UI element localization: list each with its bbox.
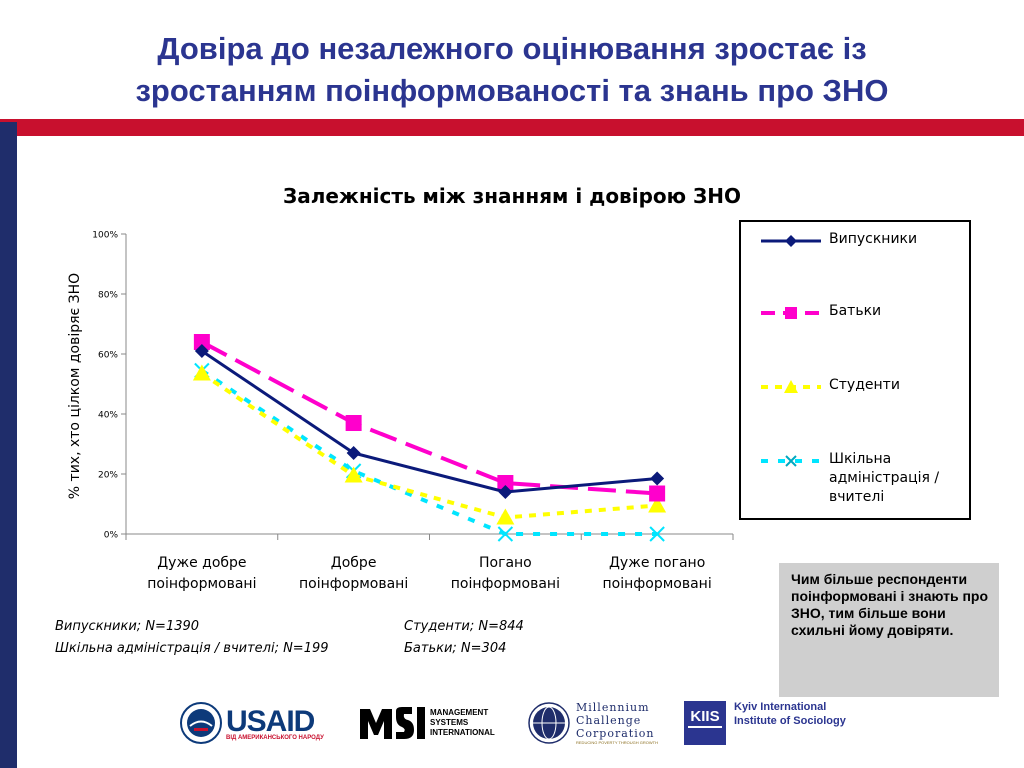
y-tick-label: 40%	[98, 411, 118, 421]
x-tick-label: поінформовані	[603, 576, 712, 592]
msi-mark-icon	[360, 707, 425, 739]
data-point-series-2	[344, 466, 363, 483]
x-tick-label: Дуже добре	[157, 555, 246, 571]
legend-swatch-icon	[761, 307, 821, 319]
kiis-mark-text: KIIS	[690, 708, 719, 725]
legend-label-0: Випускники	[829, 231, 918, 247]
conclusion-callout: Чим більше респонденти поінформовані і з…	[779, 563, 999, 697]
data-point-series-1	[497, 475, 514, 491]
mcc-line-1: Millennium	[576, 701, 650, 714]
usaid-logo: USAID ВІД АМЕРИКАНСЬКОГО НАРОДУ	[180, 697, 324, 749]
y-tick-label: 80%	[98, 291, 118, 301]
kiis-logo: KIIS Kyiv International Institute of Soc…	[684, 697, 846, 749]
msi-line-1: MANAGEMENT	[430, 708, 489, 717]
data-point-series-1	[193, 334, 210, 350]
data-point-series-0	[650, 471, 665, 486]
sample-note-students: Студенти; N=844	[404, 619, 524, 634]
chart-title: Залежність між знанням і довірою ЗНО	[283, 184, 741, 208]
sample-note-graduates: Випускники; N=1390	[55, 619, 200, 634]
x-tick-label: поінформовані	[299, 576, 408, 592]
y-tick-label: 100%	[92, 231, 118, 241]
data-point-series-3	[497, 526, 514, 542]
mcc-tagline: REDUCING POVERTY THROUGH GROWTH	[576, 740, 659, 745]
slide-title-line-1: Довіра до незалежного оцінювання зростає…	[157, 31, 867, 66]
data-point-series-0	[346, 446, 361, 460]
legend-swatch-icon	[761, 455, 821, 467]
usaid-wordmark: USAID	[226, 705, 315, 738]
usaid-subtitle: ВІД АМЕРИКАНСЬКОГО НАРОДУ	[226, 735, 324, 741]
data-point-series-1	[345, 415, 362, 431]
x-tick-label: Дуже погано	[609, 555, 705, 571]
mcc-logo: Millennium Challenge Corporation REDUCIN…	[528, 697, 658, 749]
data-point-series-2	[648, 496, 667, 513]
x-tick-label: поінформовані	[147, 576, 256, 592]
legend-item-0: Випускники	[761, 230, 966, 249]
sample-note-parents: Батьки; N=304	[404, 641, 507, 656]
header-divider-bar	[0, 119, 1024, 136]
legend-item-2: Студенти	[761, 376, 966, 395]
msi-logo: MANAGEMENT SYSTEMS INTERNATIONAL	[358, 697, 495, 749]
x-tick-label: Погано	[479, 555, 532, 571]
legend-item-1: Батьки	[761, 302, 966, 321]
data-point-series-2	[496, 508, 515, 525]
data-point-series-0	[498, 485, 513, 499]
series-line-0	[201, 349, 658, 494]
legend-item-3: Шкільна адміністрація / вчителі	[761, 450, 966, 507]
series-line-1	[200, 340, 658, 496]
sponsor-logos: USAID ВІД АМЕРИКАНСЬКОГО НАРОДУ MANAGEME…	[0, 697, 1024, 753]
legend-swatch-icon	[761, 235, 821, 247]
y-tick-label: 0%	[104, 531, 119, 541]
msi-line-3: INTERNATIONAL	[430, 728, 495, 737]
data-point-series-0	[194, 344, 209, 358]
data-point-series-2	[192, 364, 211, 381]
kiis-line-1: Kyiv International	[734, 701, 827, 713]
legend-label-3: Шкільна адміністрація / вчителі	[829, 451, 940, 505]
msi-line-2: SYSTEMS	[430, 718, 469, 727]
data-point-series-1	[649, 485, 666, 502]
x-tick-label: Добре	[331, 555, 377, 571]
y-tick-label: 20%	[98, 471, 118, 481]
side-accent-bar	[0, 122, 17, 768]
kiis-line-2: Institute of Sociology	[734, 715, 846, 727]
legend-label-2: Студенти	[829, 377, 900, 393]
slide-title: Довіра до незалежного оцінювання зростає…	[60, 28, 964, 112]
legend-label-1: Батьки	[829, 303, 882, 319]
slide-title-line-2: зростанням поінформованості та знань про…	[135, 73, 889, 108]
mcc-globe-icon	[528, 702, 570, 744]
sample-note-school-admin: Шкільна адміністрація / вчителі; N=199	[55, 641, 329, 656]
mcc-line-3: Corporation	[576, 727, 655, 740]
legend-swatch-icon	[761, 380, 821, 393]
usaid-seal-icon	[180, 702, 222, 744]
series-line-3	[200, 368, 658, 536]
data-point-series-3	[649, 526, 665, 542]
x-tick-label: поінформовані	[451, 576, 560, 592]
mcc-line-2: Challenge	[576, 714, 642, 727]
chart-legend: Випускники Батьки Студенти Шкільна адміністр…	[739, 220, 971, 520]
y-tick-label: 60%	[98, 351, 118, 361]
kiis-mark-icon: KIIS	[684, 701, 726, 745]
